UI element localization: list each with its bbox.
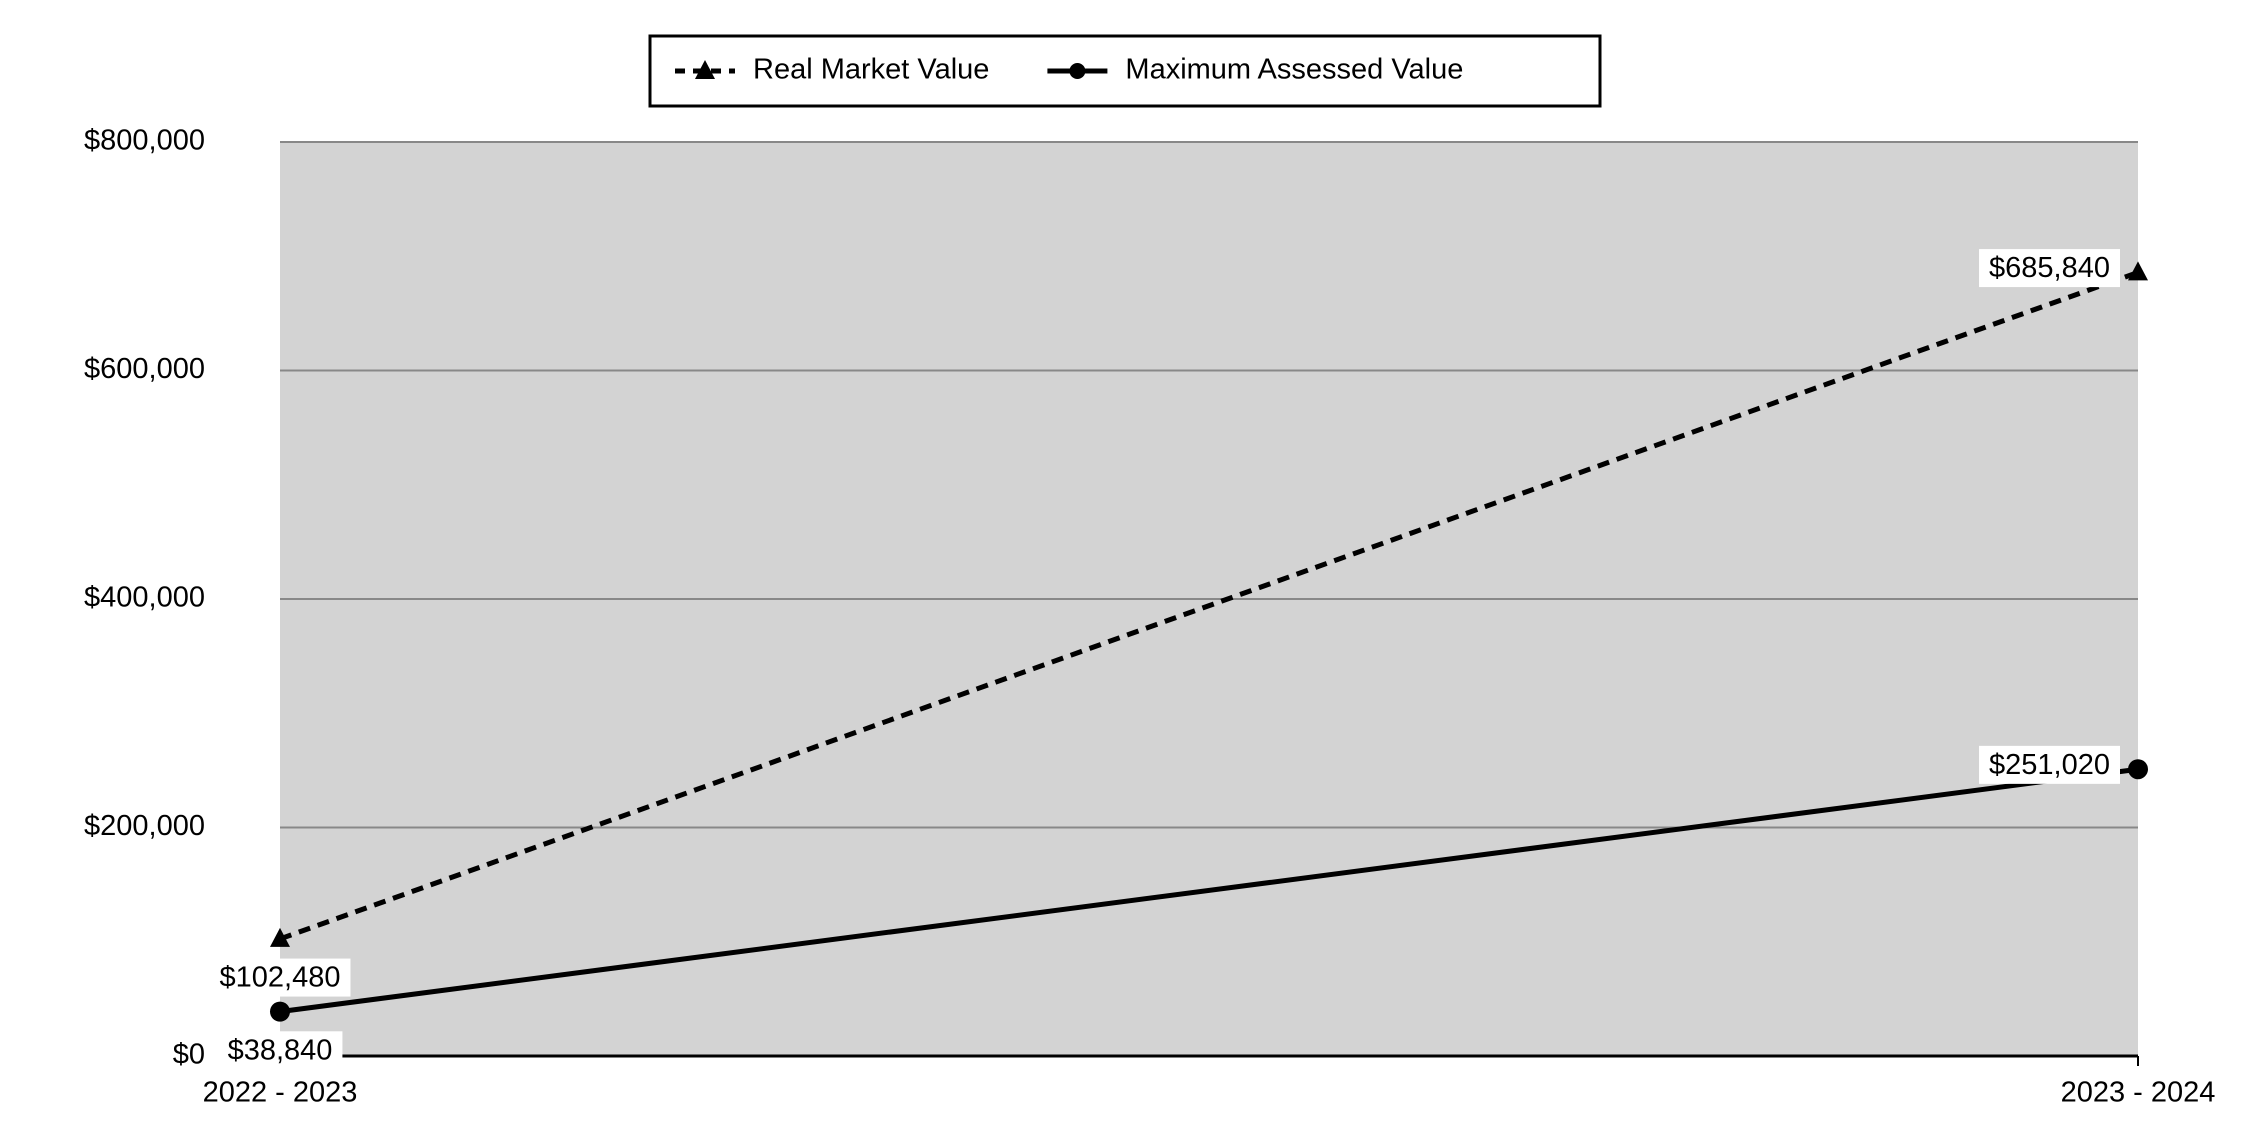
legend-marker <box>1069 63 1086 79</box>
x-tick-label: 2022 - 2023 <box>203 1077 358 1109</box>
data-label: $102,480 <box>220 962 341 994</box>
x-tick-label: 2023 - 2024 <box>2061 1077 2216 1109</box>
data-label-bg <box>217 1031 343 1070</box>
data-point <box>2128 261 2148 281</box>
legend-label: Real Market Value <box>753 54 989 86</box>
data-label-bg <box>209 958 351 997</box>
data-point <box>2128 759 2148 780</box>
data-label-bg <box>1979 249 2120 288</box>
y-tick-label: $0 <box>173 1039 205 1071</box>
y-tick-label: $400,000 <box>84 582 205 614</box>
data-label: $251,020 <box>1989 749 2110 781</box>
legend-label: Maximum Assessed Value <box>1125 54 1463 86</box>
legend <box>648 34 1602 108</box>
y-tick-label: $200,000 <box>84 810 205 842</box>
data-label: $38,840 <box>228 1034 333 1066</box>
data-label-bg <box>1979 745 2120 784</box>
data-label: $685,840 <box>1989 252 2110 284</box>
series-line <box>279 270 2139 942</box>
series-line <box>279 766 2139 1015</box>
data-point <box>270 927 290 947</box>
y-tick-label: $800,000 <box>84 125 205 157</box>
data-point <box>270 1001 290 1022</box>
y-tick-label: $600,000 <box>84 353 205 385</box>
legend-marker <box>695 60 715 79</box>
